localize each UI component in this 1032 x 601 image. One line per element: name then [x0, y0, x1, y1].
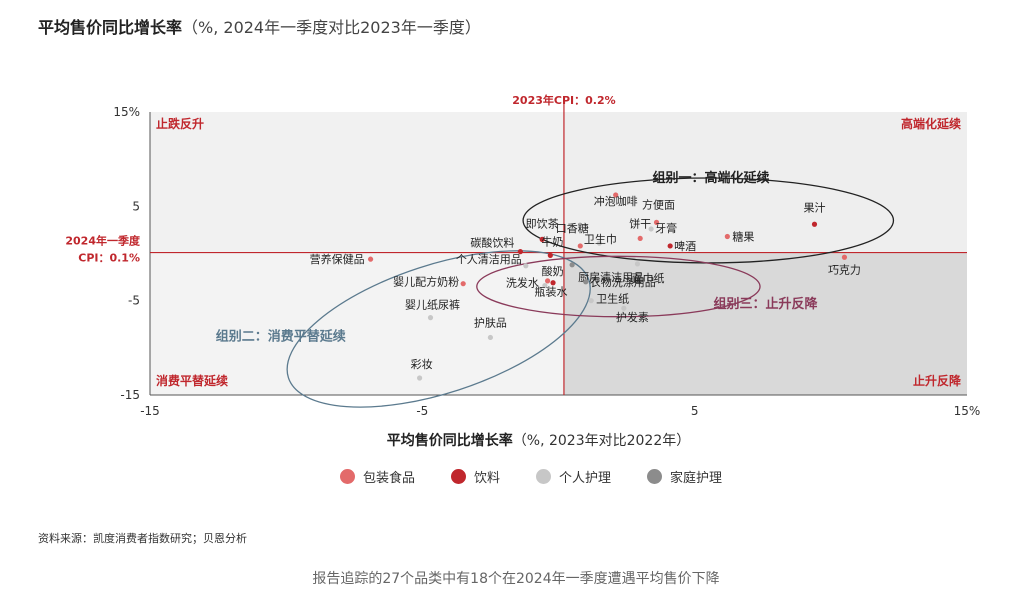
- data-label-11: 婴儿纸尿裤: [405, 298, 460, 312]
- reference-line-horizontal-label-1: 2024年一季度: [65, 234, 141, 248]
- data-label-3: 即饮茶: [526, 217, 559, 230]
- group-label-2: 组别二：消费平替延续: [216, 328, 346, 344]
- caption: 报告追踪的27个品类中有18个在2024年一季度遭遇平均售价下降: [312, 571, 720, 587]
- data-point-2: [517, 249, 523, 255]
- legend-item-personal-care: 个人护理: [536, 467, 611, 486]
- legend-item-home-care: 家庭护理: [647, 467, 722, 486]
- legend-swatch-packaged-food: [340, 469, 355, 484]
- data-label-27: 护发素: [616, 310, 649, 324]
- legend-item-packaged-food: 包装食品: [340, 467, 415, 486]
- legend-swatch-beverage: [451, 469, 467, 484]
- data-label-4: 口香糖: [556, 221, 589, 235]
- y-tick-label: -5: [128, 294, 140, 308]
- reference-line-horizontal-label-2: CPI：0.1%: [78, 252, 140, 265]
- source-note: 资料来源：凯度消费者指数研究；贝恩分析: [38, 532, 247, 545]
- data-label-13: 彩妆: [411, 358, 433, 371]
- data-label-26: 卫生纸: [596, 292, 629, 306]
- data-point-19: [667, 243, 673, 249]
- data-point-16: [637, 235, 643, 242]
- data-label-18: 卫生巾: [584, 232, 617, 246]
- data-point-20: [724, 233, 730, 240]
- data-point-17: [648, 226, 654, 232]
- quadrant-bottom-right-bg: [563, 252, 967, 395]
- y-tick-label: 5: [132, 199, 140, 213]
- chart-title-main: 平均售价同比增长率: [38, 18, 183, 37]
- data-point-1: [367, 256, 374, 262]
- data-label-15: 方便面: [642, 197, 675, 211]
- legend-label-personal-care: 个人护理: [559, 471, 612, 486]
- data-point-5: [547, 252, 553, 258]
- legend-swatch-home-care: [647, 469, 663, 484]
- data-label-1: 营养保健品: [310, 252, 365, 266]
- data-label-5: 牛奶: [541, 234, 563, 248]
- data-point-4: [577, 243, 583, 249]
- data-label-19: 啤酒: [674, 239, 696, 253]
- data-label-23: 厨房清洁用品: [578, 271, 644, 284]
- group-ellipse-3: [476, 255, 761, 318]
- data-label-7: 酸奶: [542, 264, 564, 278]
- data-point-22: [841, 254, 848, 260]
- quadrant-bottom-left-bg: [150, 252, 564, 395]
- data-label-14: 冲泡咖啡: [594, 194, 638, 208]
- data-point-15: [653, 219, 660, 225]
- quadrant-label-bottom-left: 消费平替延续: [156, 373, 228, 388]
- x-tick-label: -15: [140, 404, 160, 418]
- data-label-25: 衣物洗涤用品: [590, 275, 656, 289]
- data-point-6: [523, 263, 529, 269]
- legend-label-home-care: 家庭护理: [670, 471, 723, 486]
- legend-swatch-personal-care: [536, 469, 552, 484]
- data-point-3: [539, 236, 545, 242]
- x-tick-label: 15%: [954, 404, 981, 418]
- legend-label-packaged-food: 包装食品: [363, 471, 416, 486]
- data-point-24: [634, 261, 641, 267]
- data-label-2: 碳酸饮料: [470, 236, 514, 250]
- chart-legend: 包装食品 饮料 个人护理 家庭护理: [340, 467, 722, 486]
- data-point-27: [621, 305, 627, 311]
- chart-title-sub: （%, 2024年一季度对比2023年一季度）: [182, 18, 481, 37]
- group-label-3: 组别三：止升反降: [713, 296, 818, 312]
- data-point-21: [811, 221, 818, 227]
- reference-line-vertical-label: 2023年CPI：0.2%: [512, 93, 615, 107]
- data-point-23: [569, 262, 575, 268]
- quadrant-label-top-right: 高端化延续: [901, 116, 961, 131]
- x-axis-label-sub: （%, 2023年对比2022年）: [513, 433, 690, 449]
- data-point-18: [596, 240, 602, 246]
- data-point-12: [487, 334, 494, 341]
- data-label-8: 洗发水: [506, 276, 539, 290]
- data-label-21: 果汁: [803, 201, 825, 214]
- data-label-12: 护肤品: [474, 315, 507, 329]
- data-point-9: [550, 280, 556, 286]
- data-point-11: [427, 315, 434, 321]
- data-point-13: [417, 375, 423, 381]
- data-point-7: [545, 278, 551, 284]
- x-tick-label: 5: [691, 404, 699, 418]
- scatter-chart: 15% 5 -5 -15-15 -5 5 15% 平均售价同比增长率（%, 2023年对比20…: [65, 93, 981, 449]
- quadrant-label-top-left: 止跌反升: [156, 116, 204, 131]
- data-label-22: 巧克力: [828, 263, 861, 276]
- x-tick-label: -5: [416, 404, 428, 418]
- data-point-8: [542, 282, 548, 289]
- x-axis-label: 平均售价同比增长率（%, 2023年对比2022年）: [387, 432, 690, 449]
- data-label-24: 面巾纸: [631, 271, 664, 285]
- y-tick-label: -15: [120, 388, 140, 402]
- y-tick-label: 15%: [113, 105, 140, 119]
- data-label-16: 饼干: [629, 216, 651, 230]
- quadrant-top-left-bg: [150, 112, 564, 253]
- x-axis-label-main: 平均售价同比增长率: [387, 432, 513, 449]
- data-label-10: 婴儿配方奶粉: [393, 275, 459, 289]
- data-point-25: [583, 279, 589, 285]
- group-label-1: 组别一：高端化延续: [652, 170, 769, 186]
- data-label-6: 个人清洁用品: [456, 253, 522, 266]
- data-label-17: 牙膏: [655, 221, 677, 235]
- data-point-26: [588, 298, 594, 304]
- quadrant-label-bottom-right: 止升反降: [913, 373, 962, 388]
- chart-title: 平均售价同比增长率（%, 2024年一季度对比2023年一季度）: [38, 14, 481, 38]
- group-ellipse-2: [286, 250, 591, 408]
- legend-label-beverage: 饮料: [474, 471, 501, 486]
- data-label-20: 糖果: [732, 230, 754, 244]
- data-label-9: 瓶装水: [535, 285, 568, 299]
- data-point-14: [613, 192, 619, 198]
- data-point-10: [460, 281, 466, 287]
- legend-item-beverage: 饮料: [451, 467, 500, 486]
